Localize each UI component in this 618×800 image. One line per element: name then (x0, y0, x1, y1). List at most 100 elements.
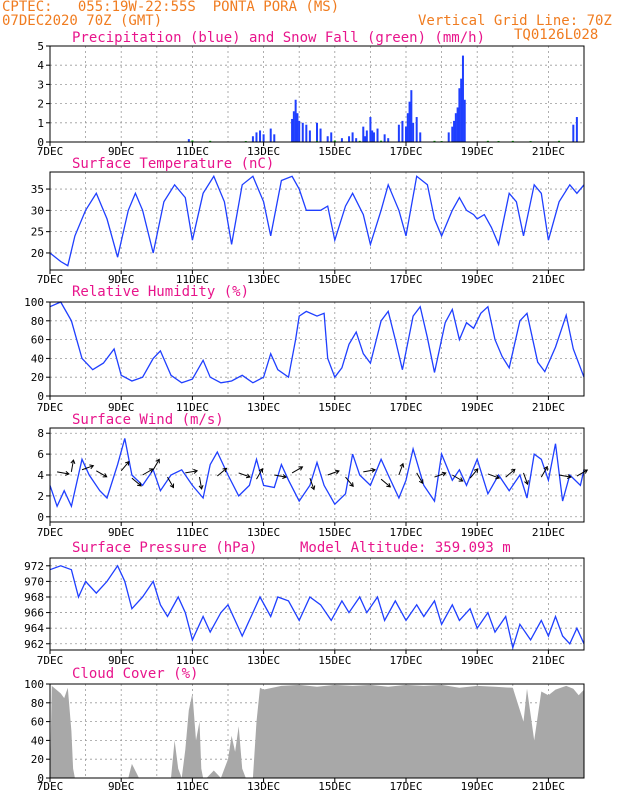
wind-direction-arrow (452, 474, 464, 482)
precip-bar (301, 122, 304, 142)
precipitation-xtick-label: 7DEC (37, 145, 64, 158)
precip-bar (572, 124, 575, 142)
cloud-xtick-label: 11DEC (176, 780, 209, 793)
precip-bar (461, 55, 464, 142)
precip-bar (348, 136, 351, 142)
precip-bar (262, 134, 265, 142)
temperature-xtick-label: 17DEC (389, 273, 422, 286)
temperature-series-line (49, 174, 585, 267)
cloud-ytick-label: 60 (31, 716, 44, 729)
cloud-xtick-label: 21DEC (532, 780, 565, 793)
humidity-xtick-label: 11DEC (176, 401, 209, 414)
precipitation-plot-frame (49, 45, 585, 143)
cloud-ytick-label: 80 (31, 697, 44, 710)
wind-direction-arrow (96, 470, 108, 478)
temperature-ytick-label: 25 (31, 226, 44, 239)
cloud-ytick-label: 0 (37, 772, 44, 785)
temperature-panel: 20 25 30 35 7DEC 9DEC 11DEC 13DEC 15DEC 17DEC 19DE… (31, 156, 585, 286)
snowfall-bar (316, 140, 318, 142)
wind-direction-arrow (57, 470, 70, 476)
precip-bar (369, 117, 372, 142)
wind-direction-arrow (81, 464, 95, 471)
precip-bar (364, 136, 367, 142)
wind-direction-arrow (120, 460, 130, 472)
precip-bar (419, 132, 422, 142)
temperature-ytick-label: 20 (31, 247, 44, 260)
wind-ytick-label: 4 (37, 469, 44, 482)
precip-bar (273, 134, 276, 142)
precip-bar (456, 107, 459, 142)
precipitation-ytick-label: 1 (37, 117, 44, 130)
wind-ytick-label: 8 (37, 427, 44, 440)
wind-direction-arrow (256, 467, 264, 480)
wind-direction-arrow (487, 473, 501, 480)
precip-bar (355, 138, 358, 142)
model-altitude-annotation: Model Altitude: 359.093 m (300, 540, 511, 556)
wind-direction-arrow (523, 472, 529, 486)
precipitation-xtick-label: 15DEC (318, 145, 351, 158)
precipitation-xtick-label: 11DEC (176, 145, 209, 158)
cloud-title: Cloud Cover (%) (72, 666, 198, 682)
wind-direction-arrow (291, 466, 304, 474)
wind-xtick-label: 9DEC (108, 526, 135, 539)
pressure-xtick-label: 13DEC (247, 654, 280, 667)
snowfall-bar (558, 140, 561, 142)
precipitation-ytick-label: 2 (37, 98, 44, 111)
precip-bar (371, 130, 374, 142)
humidity-ytick-label: 0 (37, 390, 44, 403)
precip-bar (447, 132, 450, 142)
wind-direction-arrow (238, 472, 251, 479)
precip-bar (330, 132, 333, 142)
precipitation-ytick-label: 5 (37, 40, 44, 53)
humidity-xtick-label: 17DEC (389, 401, 422, 414)
humidity-xtick-label: 13DEC (247, 401, 280, 414)
precipitation-ytick-label: 0 (37, 136, 44, 149)
pressure-xtick-label: 15DEC (318, 654, 351, 667)
wind-direction-arrow (540, 465, 548, 478)
precip-bar (453, 120, 456, 142)
precip-bar (292, 111, 295, 142)
pressure-ytick-label: 972 (24, 560, 44, 573)
cloud-xtick-label: 19DEC (461, 780, 494, 793)
wind-direction-arrow (327, 469, 340, 476)
temperature-xtick-label: 19DEC (461, 273, 494, 286)
precip-bar (458, 88, 461, 142)
precip-bar (291, 118, 294, 142)
wind-xtick-label: 7DEC (37, 526, 64, 539)
temperature-ytick-label: 30 (31, 204, 44, 217)
humidity-ytick-label: 80 (31, 315, 44, 328)
wind-direction-arrow (558, 474, 572, 479)
precip-bar (405, 126, 407, 142)
temperature-ytick-label: 35 (31, 183, 44, 196)
precip-bar (326, 136, 329, 142)
humidity-xtick-label: 21DEC (532, 401, 565, 414)
pressure-plot-frame (49, 557, 585, 651)
precip-bar (365, 130, 368, 142)
header-date-line: 07DEC2020 70Z (GMT) (2, 13, 163, 29)
wind-direction-arrow (198, 477, 204, 490)
precip-bar (401, 120, 404, 142)
precip-bar (383, 134, 386, 142)
cloud-panel: 0 20 40 60 80 100 7DEC 9DEC 11DEC 13DEC 15DEC 17DEC… (24, 666, 585, 793)
humidity-ytick-label: 40 (31, 352, 44, 365)
cloud-xtick-label: 15DEC (318, 780, 351, 793)
precip-bar (412, 122, 415, 142)
temperature-xtick-label: 21DEC (532, 273, 565, 286)
wind-direction-arrow (363, 467, 377, 473)
wind-xtick-label: 13DEC (247, 526, 280, 539)
temperature-xtick-label: 9DEC (108, 273, 135, 286)
cloud-ytick-label: 40 (31, 734, 44, 747)
humidity-plot-frame (49, 301, 585, 397)
wind-direction-arrow (131, 477, 142, 487)
humidity-ytick-label: 60 (31, 334, 44, 347)
wind-ytick-label: 0 (37, 511, 44, 524)
cloud-plot-frame (49, 683, 585, 779)
header-station-line: CPTEC: 055:19W-22:55S PONTA PORA (MS) (2, 0, 340, 15)
pressure-ytick-label: 966 (24, 607, 44, 620)
temperature-xtick-label: 7DEC (37, 273, 64, 286)
precip-bar (316, 122, 318, 142)
pressure-panel: 962 964 966 968 970 972 7DEC 9DEC 11DEC 13DEC 15DE… (24, 540, 585, 667)
precip-bar (251, 136, 254, 142)
precip-bar (362, 126, 365, 142)
wind-xtick-label: 11DEC (176, 526, 209, 539)
